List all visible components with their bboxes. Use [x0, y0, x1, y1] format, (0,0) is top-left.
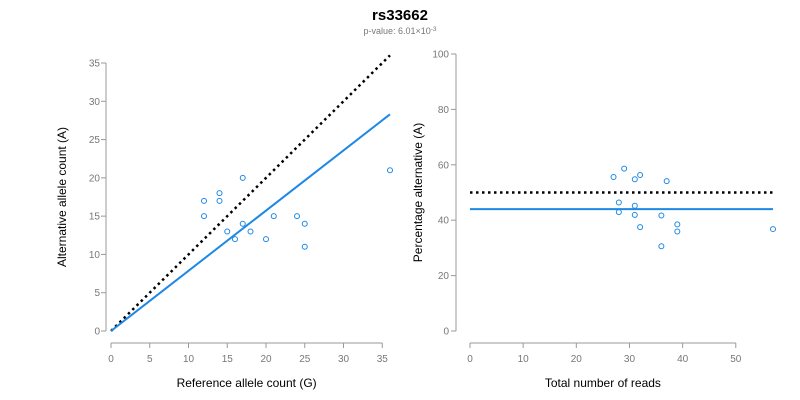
- data-point: [387, 167, 393, 174]
- x-tick-label: 20: [571, 354, 583, 365]
- x-tick-label: 30: [338, 354, 350, 365]
- y-tick-label: 15: [89, 212, 101, 223]
- data-point: [663, 178, 670, 185]
- chart-title: rs33662: [372, 7, 428, 24]
- data-point: [216, 197, 223, 204]
- x-axis-label: Reference allele count (G): [177, 376, 317, 390]
- reference-dotted-line: [110, 54, 391, 332]
- data-point: [674, 228, 681, 235]
- chart-subtitle: p-value: 6.01×10-3: [363, 26, 436, 36]
- x-tick-label: 20: [260, 354, 272, 365]
- data-point: [770, 226, 776, 233]
- data-point: [615, 199, 622, 206]
- y-axis-label: Percentage alternative (A): [411, 123, 425, 262]
- x-tick-label: 5: [147, 354, 153, 365]
- data-point: [610, 173, 617, 180]
- y-tick-label: 10: [89, 250, 101, 261]
- x-tick-label: 25: [299, 354, 311, 365]
- x-tick-label: 0: [108, 354, 114, 365]
- subtitle-prefix: p-value: 6.01×10: [363, 26, 430, 36]
- data-point: [637, 172, 644, 179]
- data-point: [239, 174, 246, 181]
- x-tick-label: 0: [467, 354, 473, 365]
- y-tick-label: 5: [94, 288, 100, 299]
- data-point: [621, 165, 628, 172]
- y-tick-label: 80: [438, 105, 450, 116]
- y-tick-label: 40: [438, 216, 450, 227]
- data-point: [294, 213, 300, 220]
- x-tick-label: 10: [518, 354, 530, 365]
- data-point: [263, 236, 269, 243]
- y-tick-label: 35: [89, 59, 101, 70]
- y-axis-label: Alternative allele count (A): [55, 127, 69, 267]
- data-point: [224, 228, 231, 235]
- x-axis-label: Total number of reads: [545, 376, 661, 390]
- data-point: [270, 213, 277, 220]
- y-tick-label: 60: [438, 160, 450, 171]
- y-tick-label: 20: [89, 173, 101, 184]
- data-point: [631, 211, 638, 218]
- data-point: [239, 220, 246, 227]
- x-tick-label: 10: [183, 354, 195, 365]
- x-tick-label: 50: [730, 354, 742, 365]
- x-tick-label: 40: [677, 354, 689, 365]
- x-tick-label: 15: [222, 354, 234, 365]
- y-tick-label: 20: [438, 271, 450, 282]
- data-point: [631, 202, 638, 209]
- fitted-regression-line: [110, 113, 391, 332]
- y-tick-label: 25: [89, 135, 101, 146]
- x-tick-label: 35: [377, 354, 389, 365]
- data-point: [247, 228, 254, 235]
- data-point: [658, 212, 665, 219]
- data-point: [637, 224, 644, 231]
- data-point: [615, 209, 622, 216]
- allele-count-scatter-panel: 0 5 10 15 20 25 30 35 0 5 10 15 20 25 30 35 Reference al…: [55, 54, 393, 390]
- y-tick-label: 0: [443, 327, 449, 338]
- data-point: [301, 243, 308, 250]
- data-point: [201, 213, 207, 220]
- percentage-alternative-scatter-panel: 0 10 20 30 40 50 0 20 40 60 80 100 Total number of r…: [411, 50, 776, 390]
- data-point: [658, 243, 665, 250]
- x-tick-label: 30: [624, 354, 636, 365]
- data-point: [216, 190, 223, 197]
- y-tick-label: 30: [89, 97, 101, 108]
- y-tick-label: 0: [94, 327, 100, 338]
- data-point: [631, 176, 638, 183]
- subtitle-exponent: -3: [431, 26, 437, 33]
- data-point: [301, 220, 308, 227]
- data-point: [232, 236, 238, 243]
- data-point: [674, 221, 681, 228]
- y-tick-label: 100: [432, 50, 449, 61]
- data-point: [201, 197, 207, 204]
